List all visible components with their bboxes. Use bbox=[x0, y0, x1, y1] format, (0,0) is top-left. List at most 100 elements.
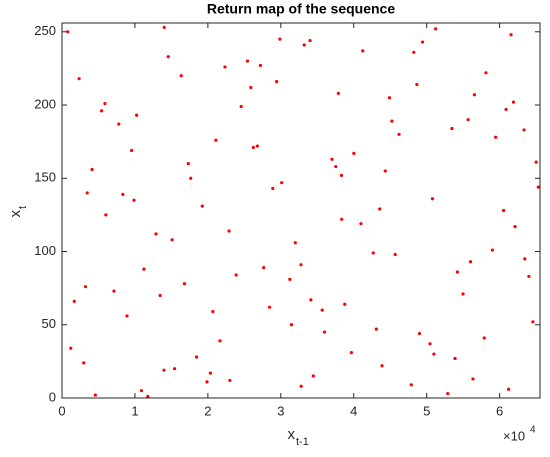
point bbox=[146, 394, 150, 399]
point bbox=[299, 384, 303, 388]
point bbox=[205, 380, 209, 384]
x-tick-label: 5 bbox=[423, 403, 430, 418]
point bbox=[336, 91, 340, 95]
y-label: x bbox=[7, 210, 24, 218]
point bbox=[482, 336, 486, 340]
point bbox=[289, 323, 294, 327]
point bbox=[186, 162, 190, 166]
point bbox=[484, 71, 488, 75]
point bbox=[166, 55, 170, 59]
point bbox=[450, 126, 454, 131]
point bbox=[93, 393, 97, 397]
y-tick-label: 250 bbox=[34, 23, 56, 38]
point bbox=[251, 145, 255, 150]
point bbox=[522, 128, 526, 132]
point bbox=[195, 355, 199, 359]
point bbox=[494, 135, 498, 139]
x-label-sub: t-1 bbox=[296, 436, 309, 448]
point bbox=[211, 309, 215, 314]
point bbox=[446, 392, 450, 396]
point bbox=[417, 331, 422, 336]
x-tick-label: 3 bbox=[277, 403, 284, 418]
point bbox=[162, 25, 166, 29]
point bbox=[343, 302, 347, 306]
point bbox=[349, 350, 353, 355]
y-tick-label: 150 bbox=[34, 170, 56, 185]
point bbox=[132, 198, 136, 202]
x-exponent: ×10 bbox=[503, 428, 525, 443]
point bbox=[154, 232, 158, 236]
point bbox=[271, 186, 275, 191]
point bbox=[471, 377, 475, 381]
point bbox=[393, 252, 397, 257]
point bbox=[69, 346, 73, 350]
y-label-group: xt bbox=[7, 206, 29, 218]
point bbox=[432, 352, 436, 356]
y-tick-label: 0 bbox=[49, 389, 56, 404]
point bbox=[468, 260, 473, 264]
point bbox=[130, 148, 134, 153]
y-tick-label: 100 bbox=[34, 243, 56, 258]
point bbox=[179, 74, 183, 78]
point bbox=[121, 192, 125, 196]
x-tick-label: 4 bbox=[350, 403, 357, 418]
x-tick-label: 0 bbox=[58, 403, 65, 418]
point bbox=[228, 378, 232, 383]
x-tick-label: 6 bbox=[496, 403, 503, 418]
point bbox=[466, 118, 470, 122]
point bbox=[135, 113, 139, 117]
point bbox=[309, 298, 313, 302]
point bbox=[513, 225, 517, 229]
point bbox=[214, 138, 218, 142]
point bbox=[361, 49, 365, 53]
point bbox=[534, 160, 538, 164]
point bbox=[66, 30, 70, 34]
point bbox=[397, 132, 401, 136]
point bbox=[258, 63, 263, 68]
y-tick-label: 200 bbox=[34, 96, 56, 111]
point bbox=[320, 308, 324, 312]
x-tick-label: 1 bbox=[131, 403, 138, 418]
point bbox=[380, 364, 384, 368]
point bbox=[245, 59, 250, 63]
point bbox=[218, 339, 222, 343]
x-tick-label: 2 bbox=[204, 403, 211, 418]
y-tick-label: 50 bbox=[42, 316, 56, 331]
point bbox=[293, 241, 297, 245]
point bbox=[511, 100, 516, 104]
point bbox=[208, 371, 212, 375]
point bbox=[311, 374, 315, 378]
point bbox=[453, 356, 457, 361]
point bbox=[387, 96, 392, 100]
plot-frame bbox=[61, 22, 541, 399]
point bbox=[428, 342, 432, 346]
point bbox=[142, 267, 146, 271]
point bbox=[182, 282, 187, 286]
point bbox=[158, 293, 162, 298]
point bbox=[461, 292, 465, 296]
chart-title: Return map of the sequence bbox=[207, 1, 395, 17]
point bbox=[359, 222, 363, 226]
point bbox=[223, 65, 227, 69]
point bbox=[172, 367, 177, 371]
point bbox=[278, 37, 282, 41]
point bbox=[85, 191, 89, 195]
point bbox=[308, 38, 312, 43]
point bbox=[472, 93, 477, 97]
point bbox=[420, 40, 425, 44]
point bbox=[139, 389, 144, 393]
point bbox=[501, 208, 506, 213]
point bbox=[170, 238, 174, 242]
point bbox=[77, 77, 81, 81]
point bbox=[430, 197, 435, 201]
point bbox=[267, 305, 272, 309]
point bbox=[371, 251, 375, 255]
point bbox=[523, 257, 527, 261]
point bbox=[374, 327, 378, 331]
y-label-sub: t bbox=[17, 206, 29, 209]
point bbox=[536, 185, 540, 189]
point bbox=[255, 144, 259, 148]
point bbox=[83, 285, 88, 289]
point bbox=[378, 207, 382, 211]
